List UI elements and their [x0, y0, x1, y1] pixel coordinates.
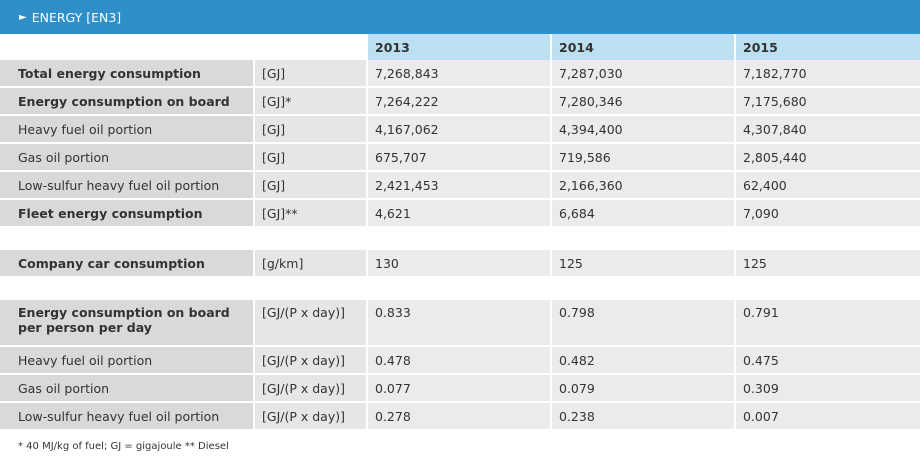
row-label: Gas oil portion — [0, 143, 254, 172]
row-unit: [GJ/(P x day)] — [253, 402, 367, 431]
row-unit: [GJ] — [253, 115, 367, 144]
year-header-row: 2013 2014 2015 — [0, 34, 920, 60]
table-row: Low-sulfur heavy fuel oil portion [GJ/(P… — [0, 402, 920, 431]
value-cell: 0.833 — [366, 300, 551, 347]
row-label: Energy consumption on board per person pe… — [0, 300, 254, 347]
value-cell: 0.238 — [550, 402, 735, 431]
table-row: Heavy fuel oil portion [GJ] 4,167,062 4,… — [0, 115, 920, 144]
value-cell: 2,805,440 — [734, 143, 920, 172]
value-cell: 7,280,346 — [550, 87, 735, 116]
value-cell: 4,307,840 — [734, 115, 920, 144]
row-label-line: Energy consumption on board — [18, 305, 230, 320]
value-cell: 0.798 — [550, 300, 735, 347]
value-cell: 125 — [734, 250, 920, 278]
row-label: Heavy fuel oil portion — [0, 346, 254, 375]
row-unit: [GJ/(P x day)] — [253, 346, 367, 375]
row-unit: [GJ] — [253, 60, 367, 88]
spacer-row — [0, 227, 920, 250]
value-cell: 7,090 — [734, 199, 920, 228]
value-cell: 0.309 — [734, 374, 920, 403]
table-row: Energy consumption on board per person pe… — [0, 300, 920, 347]
value-cell: 125 — [550, 250, 735, 278]
value-cell: 2,166,360 — [550, 171, 735, 200]
row-unit: [GJ] — [253, 143, 367, 172]
row-label: Heavy fuel oil portion — [0, 115, 254, 144]
year-header: 2013 — [366, 34, 551, 60]
footnote: * 40 MJ/kg of fuel; GJ = gigajoule ** Di… — [18, 441, 229, 452]
value-cell: 0.791 — [734, 300, 920, 347]
table-row: Low-sulfur heavy fuel oil portion [GJ] 2… — [0, 171, 920, 200]
row-label: Gas oil portion — [0, 374, 254, 403]
table-row: Total energy consumption [GJ] 7,268,843 … — [0, 60, 920, 88]
value-cell: 4,394,400 — [550, 115, 735, 144]
row-unit: [GJ] — [253, 171, 367, 200]
value-cell: 0.482 — [550, 346, 735, 375]
row-label: Total energy consumption — [0, 60, 254, 88]
table-row: Energy consumption on board [GJ]* 7,264,… — [0, 87, 920, 116]
value-cell: 130 — [366, 250, 551, 278]
value-cell: 6,684 — [550, 199, 735, 228]
row-unit: [GJ/(P x day)] — [253, 300, 367, 347]
value-cell: 0.278 — [366, 402, 551, 431]
table-row: Heavy fuel oil portion [GJ/(P x day)] 0.… — [0, 346, 920, 375]
row-label: Energy consumption on board — [0, 87, 254, 116]
value-cell: 7,287,030 — [550, 60, 735, 88]
value-cell: 0.007 — [734, 402, 920, 431]
row-label: Low-sulfur heavy fuel oil portion — [0, 171, 254, 200]
value-cell: 2,421,453 — [366, 171, 551, 200]
year-header: 2015 — [734, 34, 920, 60]
value-cell: 719,586 — [550, 143, 735, 172]
value-cell: 0.478 — [366, 346, 551, 375]
row-unit: [GJ]* — [253, 87, 367, 116]
year-header: 2014 — [550, 34, 735, 60]
table-row: Gas oil portion [GJ] 675,707 719,586 2,8… — [0, 143, 920, 172]
energy-table: 2013 2014 2015 Total energy consumption … — [0, 34, 920, 431]
table-row: Company car consumption [g/km] 130 125 1… — [0, 250, 920, 278]
table-row: Gas oil portion [GJ/(P x day)] 0.077 0.0… — [0, 374, 920, 403]
triangle-right-icon: ► — [19, 11, 27, 23]
value-cell: 4,621 — [366, 199, 551, 228]
value-cell: 0.077 — [366, 374, 551, 403]
row-label: Company car consumption — [0, 250, 254, 278]
section-title: ENERGY [EN3] — [31, 9, 122, 25]
row-unit: [g/km] — [253, 250, 367, 278]
value-cell: 4,167,062 — [366, 115, 551, 144]
row-label: Fleet energy consumption — [0, 199, 254, 228]
value-cell: 62,400 — [734, 171, 920, 200]
row-label: Low-sulfur heavy fuel oil portion — [0, 402, 254, 431]
empty-header-cell — [0, 34, 254, 60]
table-row: Fleet energy consumption [GJ]** 4,621 6,… — [0, 199, 920, 228]
row-label-line: per person per day — [18, 320, 152, 335]
value-cell: 7,264,222 — [366, 87, 551, 116]
value-cell: 7,182,770 — [734, 60, 920, 88]
spacer-row — [0, 277, 920, 300]
value-cell: 0.079 — [550, 374, 735, 403]
row-unit: [GJ]** — [253, 199, 367, 228]
empty-header-cell — [254, 34, 367, 60]
value-cell: 0.475 — [734, 346, 920, 375]
value-cell: 7,175,680 — [734, 87, 920, 116]
value-cell: 675,707 — [366, 143, 551, 172]
row-unit: [GJ/(P x day)] — [253, 374, 367, 403]
section-header[interactable]: ► ENERGY [EN3] — [0, 0, 920, 34]
value-cell: 7,268,843 — [366, 60, 551, 88]
